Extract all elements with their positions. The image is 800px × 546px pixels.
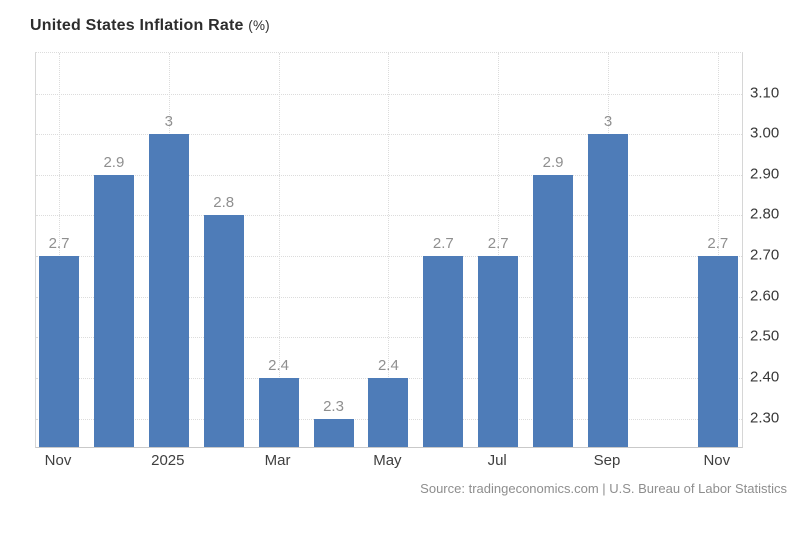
x-axis-tick-label: Nov — [44, 452, 72, 469]
bar-value-label: 2.7 — [48, 235, 70, 253]
bar-value-label: 3 — [603, 113, 613, 131]
bar — [313, 418, 354, 447]
x-axis-tick-label: Jul — [487, 452, 507, 469]
bar-value-label: 2.9 — [103, 153, 125, 171]
y-axis-tick-label: 2.50 — [750, 327, 780, 345]
x-axis-tick-label: Nov — [703, 452, 731, 469]
bar — [697, 256, 738, 447]
gridline-v — [278, 53, 280, 447]
bar-value-label: 2.9 — [542, 153, 564, 171]
bar-value-label: 2.4 — [268, 356, 290, 374]
x-axis-tick-label: Mar — [264, 452, 291, 469]
bar — [203, 215, 244, 447]
bar — [533, 174, 574, 447]
chart-title: United States Inflation Rate (%) — [30, 17, 270, 35]
x-axis-tick-label: Sep — [593, 452, 621, 469]
y-axis-tick-label: 2.30 — [750, 409, 780, 427]
y-axis-tick-label: 3.00 — [750, 124, 780, 142]
bar-value-label: 2.7 — [707, 235, 729, 253]
gridline-v — [717, 53, 719, 447]
bar — [478, 256, 519, 447]
bar — [588, 134, 628, 447]
bar — [39, 256, 79, 447]
gridline-v — [498, 53, 500, 447]
bar — [258, 377, 299, 447]
gridline-v — [388, 53, 390, 447]
y-axis-tick-label: 3.10 — [750, 84, 780, 102]
gridline-v — [59, 53, 60, 447]
bar — [93, 174, 134, 447]
y-axis-tick-label: 2.60 — [750, 287, 780, 305]
bar-value-label: 2.8 — [213, 194, 235, 212]
x-axis-tick-label: 2025 — [151, 452, 185, 469]
plot-area: 2.7 2.9 3 2.8 2.4 2.3 2.4 2.7 2.7 2.9 3 2.7 — [35, 52, 743, 448]
source-attribution: Source: tradingeconomics.com | U.S. Bure… — [420, 481, 787, 496]
bar-value-label: 2.4 — [377, 356, 399, 374]
chart-title-unit: (%) — [248, 18, 270, 33]
x-axis-tick-label: May — [373, 452, 402, 469]
bar-value-label: 2.7 — [432, 235, 454, 253]
bar-value-label: 2.7 — [487, 235, 509, 253]
y-axis-tick-label: 2.90 — [750, 165, 780, 183]
y-axis-tick-label: 2.40 — [750, 368, 780, 386]
bar — [368, 377, 409, 447]
chart-title-text: United States Inflation Rate — [30, 17, 244, 34]
y-axis-tick-label: 2.70 — [750, 246, 780, 264]
bar-value-label: 2.3 — [323, 397, 344, 415]
bar-value-label: 3 — [164, 113, 173, 131]
bar — [423, 256, 464, 447]
y-axis-tick-label: 2.80 — [750, 205, 780, 223]
bar — [148, 134, 189, 447]
